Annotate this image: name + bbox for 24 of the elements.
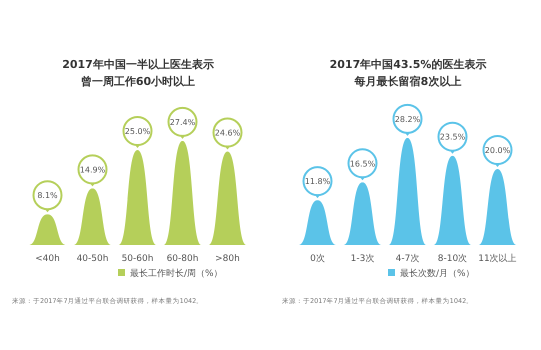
data-label: 20.0% <box>484 146 511 155</box>
data-label: 8.1% <box>37 191 58 200</box>
x-tick-label: 11次以上 <box>478 253 517 264</box>
x-tick-label: 50-60h <box>122 254 154 264</box>
x-tick-label: 4-7次 <box>396 253 420 264</box>
data-label: 16.5% <box>350 159 376 168</box>
x-tick-label: 0次 <box>310 253 325 264</box>
data-label: 11.8% <box>304 177 331 186</box>
x-tick-label: <40h <box>35 254 60 264</box>
data-label: 27.4% <box>170 118 196 127</box>
legend-label: 最长工作时长/周（%） <box>130 268 223 279</box>
data-label: 24.6% <box>214 128 241 138</box>
x-tick-label: >80h <box>215 254 240 264</box>
chart-title: 2017年中国一半以上医生表示曾一周工作60小时以上 <box>62 58 214 88</box>
legend-label: 最长次数/月（%） <box>400 268 475 279</box>
x-tick-label: 8-10次 <box>438 253 468 264</box>
chart-title: 2017年中国43.5%的医生表示每月最长留宿8次以上 <box>330 58 486 88</box>
data-label: 25.0% <box>124 127 151 136</box>
data-label: 14.9% <box>80 165 106 174</box>
x-tick-label: 60-80h <box>166 254 198 264</box>
data-label: 28.2% <box>394 114 421 124</box>
x-tick-label: 40-50h <box>76 254 108 264</box>
data-label: 23.5% <box>440 132 466 142</box>
x-tick-label: 1-3次 <box>350 253 374 264</box>
